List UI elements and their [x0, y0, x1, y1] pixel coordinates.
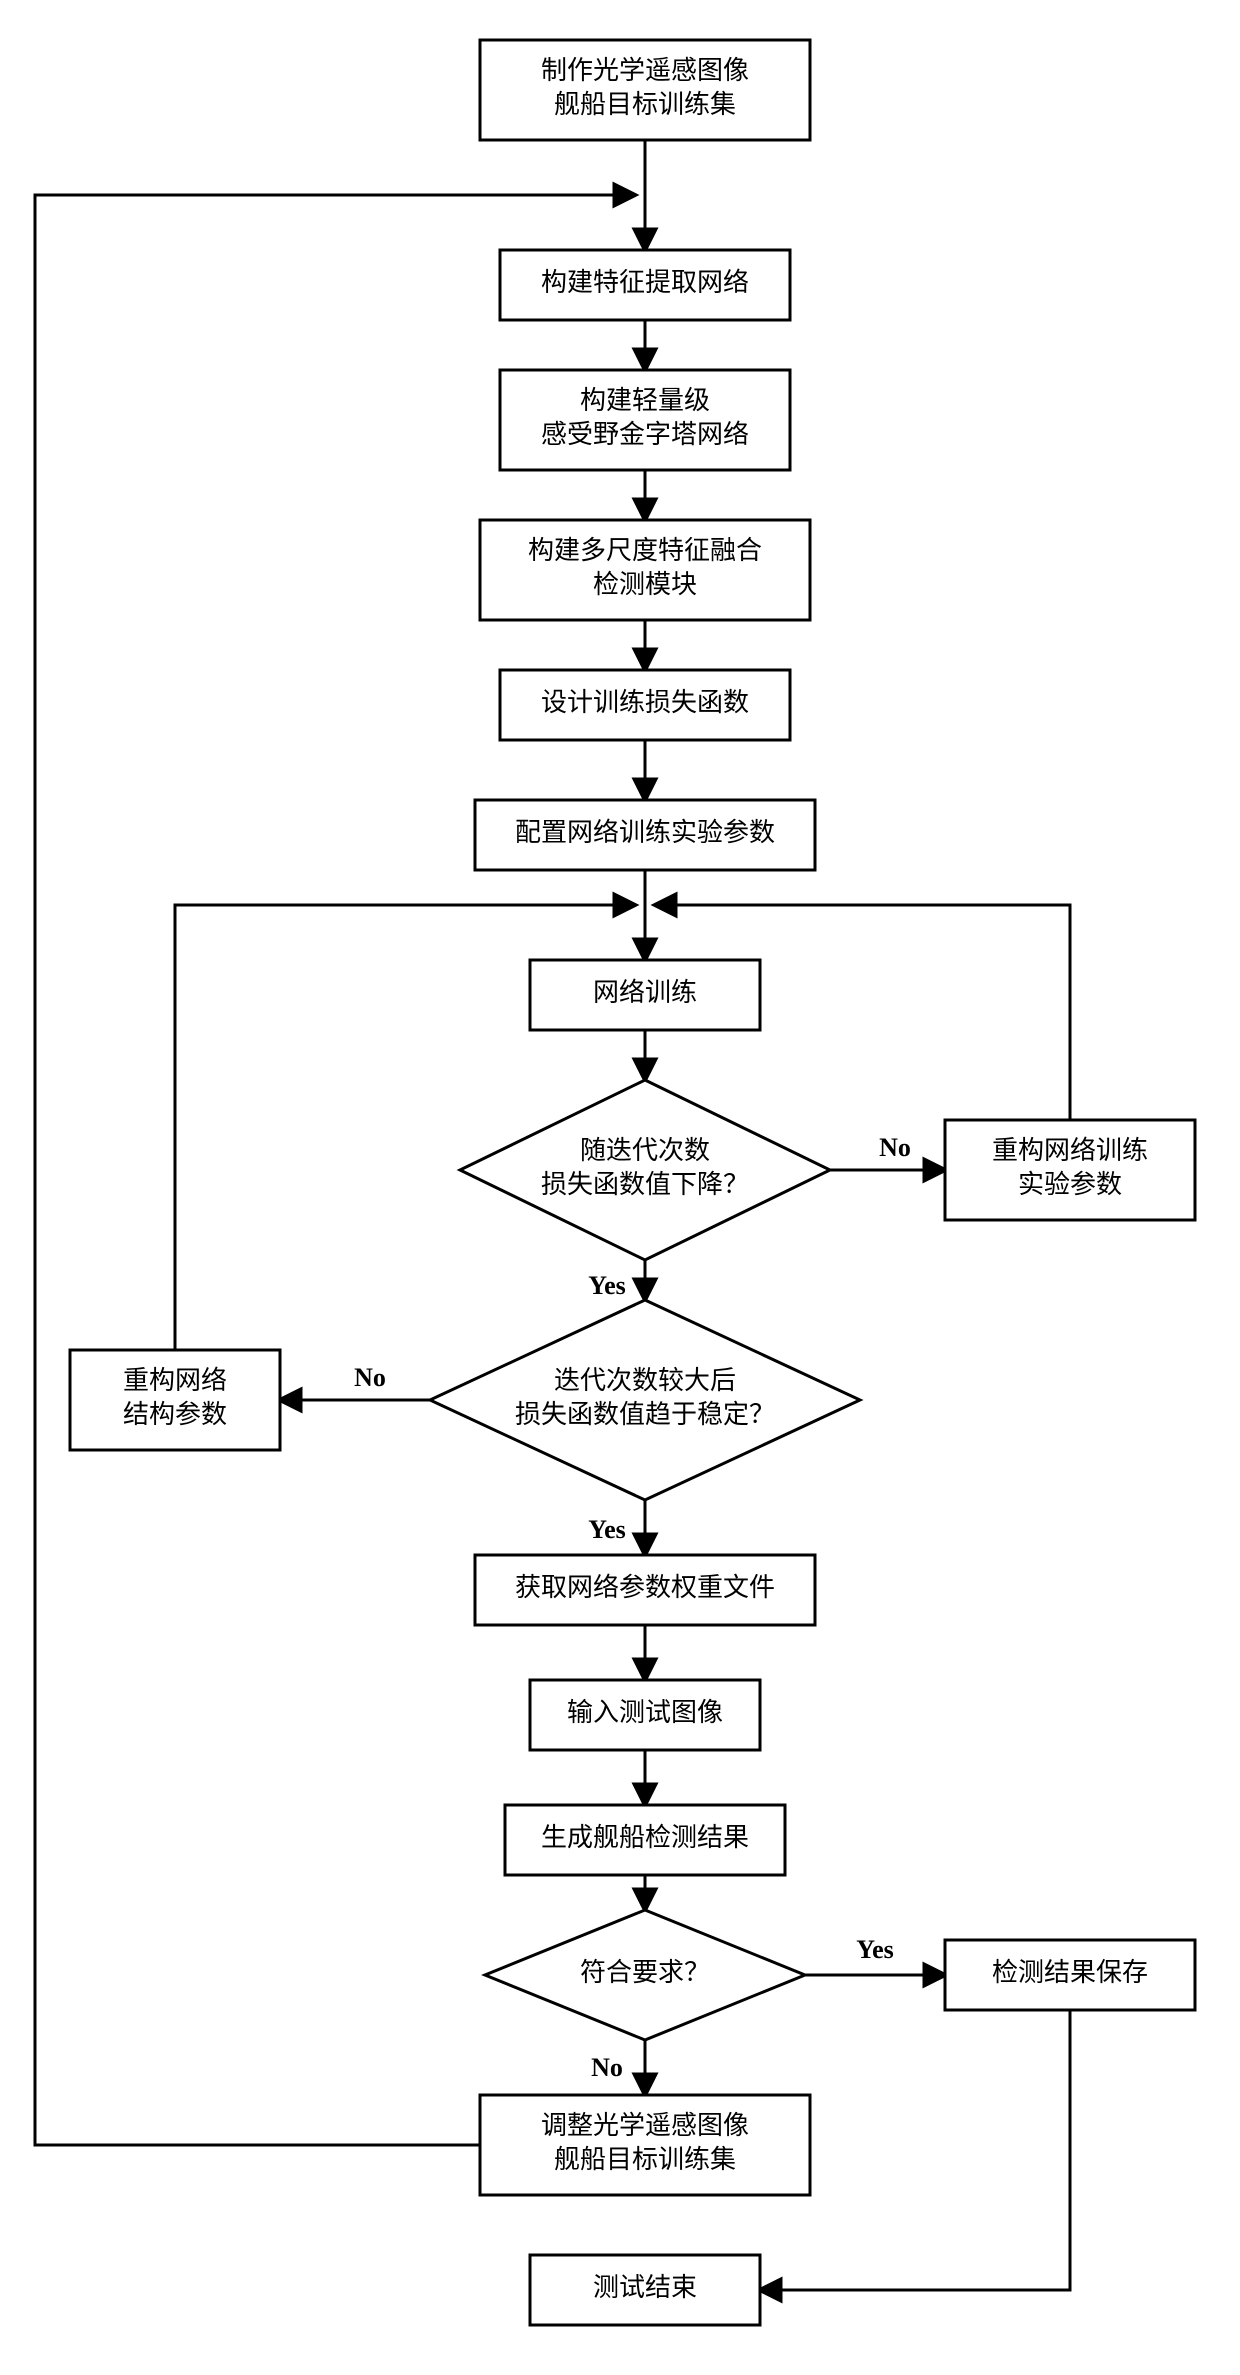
flow-edge-label: No — [354, 1363, 386, 1392]
flow-node-n9-line0: 输入测试图像 — [567, 1698, 723, 1727]
flow-edge-label: Yes — [588, 1515, 626, 1544]
flowchart-canvas: 制作光学遥感图像舰船目标训练集构建特征提取网络构建轻量级感受野金字塔网络构建多尺… — [0, 0, 1240, 2375]
flow-node-n8-line0: 获取网络参数权重文件 — [515, 1573, 775, 1602]
flow-node-n4-line0: 构建多尺度特征融合 — [528, 536, 762, 565]
flow-node-n6-line0: 配置网络训练实验参数 — [515, 818, 775, 847]
flow-node-n4-line1: 检测模块 — [593, 570, 697, 599]
flow-node-n10-line0: 生成舰船检测结果 — [541, 1823, 749, 1852]
flow-node-d2-line1: 损失函数值趋于稳定？ — [515, 1400, 775, 1429]
flow-node-r2-line1: 结构参数 — [123, 1400, 227, 1429]
flow-node-n12-line1: 舰船目标训练集 — [554, 2145, 736, 2174]
flow-edge-label: No — [591, 2053, 623, 2082]
flow-node-n2-line0: 构建特征提取网络 — [541, 268, 749, 297]
flow-node-r1-line1: 实验参数 — [1018, 1170, 1122, 1199]
flow-node-n1-line1: 舰船目标训练集 — [554, 90, 736, 119]
flow-node-n7-line0: 网络训练 — [593, 978, 697, 1007]
flow-node-n3-line1: 感受野金字塔网络 — [541, 420, 749, 449]
flow-node-d1-line1: 损失函数值下降？ — [541, 1170, 749, 1199]
flow-node-n3-line0: 构建轻量级 — [580, 386, 710, 415]
flow-node-r1-line0: 重构网络训练 — [992, 1136, 1148, 1165]
flow-node-n1-line0: 制作光学遥感图像 — [541, 56, 749, 85]
flow-node-r2-line0: 重构网络 — [123, 1366, 227, 1395]
flow-node-d1-line0: 随迭代次数 — [580, 1136, 710, 1165]
flow-edge-label: Yes — [856, 1935, 894, 1964]
flow-node-n13-line0: 测试结束 — [593, 2273, 697, 2302]
flow-edge-label: Yes — [588, 1271, 626, 1300]
flow-node-n11-line0: 检测结果保存 — [992, 1958, 1148, 1987]
flow-node-n12-line0: 调整光学遥感图像 — [541, 2111, 749, 2140]
flow-node-n5-line0: 设计训练损失函数 — [541, 688, 749, 717]
flow-node-d2-line0: 迭代次数较大后 — [554, 1366, 736, 1395]
flow-edge-label: No — [879, 1133, 911, 1162]
flow-node-d3-line0: 符合要求？ — [580, 1958, 710, 1987]
